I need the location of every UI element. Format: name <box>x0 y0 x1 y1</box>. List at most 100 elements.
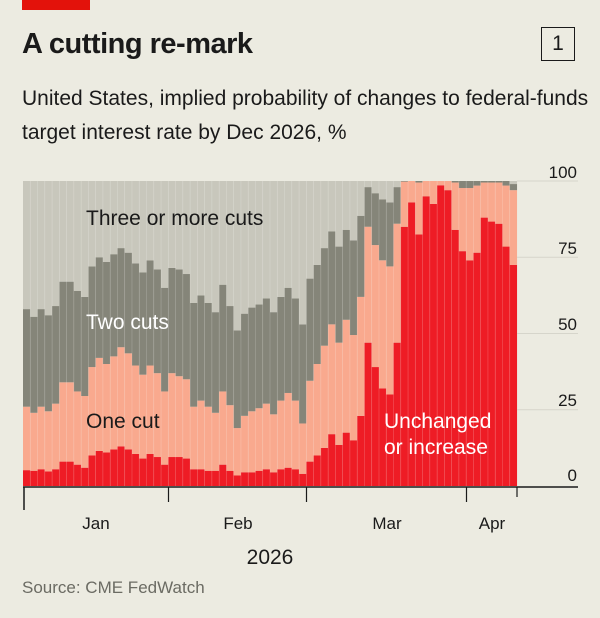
bar-segment-two-cuts <box>509 184 518 191</box>
bar-segment-unchanged-or-increase <box>277 469 285 486</box>
bar-segment-two-cuts <box>117 248 125 348</box>
bar-segment-two-cuts <box>168 267 176 374</box>
x-tick-label-feb: Feb <box>223 514 252 533</box>
bar-segment-unchanged-or-increase <box>30 470 38 486</box>
bar-segment-one-cut <box>81 396 89 468</box>
bar-segment-one-cut <box>102 364 111 453</box>
bar-segment-one-cut <box>415 182 423 235</box>
bar-segment-two-cuts <box>386 202 394 267</box>
bar-segment-one-cut <box>66 382 74 462</box>
bar-segment-one-cut <box>364 226 372 343</box>
x-tick-label-mar: Mar <box>372 514 402 533</box>
bar-segment-two-cuts <box>161 287 169 392</box>
bar-segment-three-or-more-cuts <box>255 181 263 305</box>
series-label-or-increase: or increase <box>384 436 488 459</box>
bar-segment-two-cuts <box>233 330 241 429</box>
bar-segment-one-cut <box>23 406 31 471</box>
bar-segment-three-or-more-cuts <box>131 181 140 264</box>
bar-segment-three-or-more-cuts <box>233 181 241 331</box>
bar-segment-three-or-more-cuts <box>313 181 321 265</box>
bar-segment-one-cut <box>473 185 481 253</box>
bar-segment-unchanged-or-increase <box>233 475 241 486</box>
bar-segment-one-cut <box>146 365 154 454</box>
bar-segment-one-cut <box>153 373 162 458</box>
bar-segment-three-or-more-cuts <box>328 181 336 232</box>
chart-subtitle: United States, implied probability of ch… <box>22 87 589 144</box>
bar-segment-unchanged-or-increase <box>52 469 60 486</box>
bar-segment-three-or-more-cuts <box>190 181 198 303</box>
bar-segment-unchanged-or-increase <box>102 452 111 486</box>
bar-segment-unchanged-or-increase <box>182 458 191 486</box>
y-axis-ticks: 100 75 50 25 0 <box>549 163 577 485</box>
bar-segment-unchanged-or-increase <box>161 464 169 486</box>
bar-segment-one-cut <box>320 345 329 448</box>
bar-segment-three-or-more-cuts <box>335 181 343 247</box>
bar-segment-unchanged-or-increase <box>153 457 162 486</box>
bar-segment-one-cut <box>37 406 45 470</box>
bar-segment-one-cut <box>240 415 249 473</box>
bar-segment-three-or-more-cuts <box>393 181 401 188</box>
bar-segment-one-cut <box>393 223 401 343</box>
bar-segment-three-or-more-cuts <box>277 181 285 297</box>
bar-segment-unchanged-or-increase <box>291 469 300 486</box>
bar-segment-one-cut <box>248 411 256 473</box>
bar-segment-one-cut <box>422 181 430 197</box>
bar-segment-unchanged-or-increase <box>88 455 96 486</box>
bar-segment-two-cuts <box>299 324 307 424</box>
bar-segment-unchanged-or-increase <box>313 455 321 486</box>
bar-segment-one-cut <box>502 185 510 247</box>
bar-segment-one-cut <box>255 408 263 471</box>
bar-segment-unchanged-or-increase <box>502 246 510 486</box>
bar-segment-unchanged-or-increase <box>495 223 503 486</box>
bar-segment-three-or-more-cuts <box>59 181 67 282</box>
bar-segment-one-cut <box>291 400 300 470</box>
bar-segment-unchanged-or-increase <box>95 450 103 486</box>
bar-segment-three-or-more-cuts <box>95 181 103 258</box>
bar-segment-one-cut <box>219 391 227 465</box>
bar-segment-two-cuts <box>466 181 474 189</box>
bar-segment-unchanged-or-increase <box>335 444 343 486</box>
bar-segment-unchanged-or-increase <box>393 342 401 486</box>
series-labels: Three or more cuts Two cuts One cut Unch… <box>86 207 491 459</box>
bar-segment-three-or-more-cuts <box>117 181 125 249</box>
bar-segment-three-or-more-cuts <box>219 181 227 285</box>
bar-segment-two-cuts <box>357 215 365 297</box>
bar-segment-unchanged-or-increase <box>37 469 45 486</box>
bar-segment-one-cut <box>182 379 191 459</box>
bar-segment-unchanged-or-increase <box>306 461 314 486</box>
bar-segment-two-cuts <box>153 269 162 374</box>
bar-segment-three-or-more-cuts <box>248 181 256 308</box>
bar-segment-three-or-more-cuts <box>139 181 147 273</box>
bar-segment-two-cuts <box>480 181 488 183</box>
bar-segment-three-or-more-cuts <box>226 181 234 307</box>
bar-segment-two-cuts <box>270 312 278 415</box>
bar-segment-unchanged-or-increase <box>255 470 263 486</box>
bar-segment-three-or-more-cuts <box>110 181 118 255</box>
bar-segment-two-cuts <box>371 193 380 246</box>
bar-segment-two-cuts <box>73 290 82 392</box>
bar-segment-one-cut <box>386 266 394 395</box>
brand-red-tag <box>22 0 90 10</box>
bar-segment-one-cut <box>44 411 53 472</box>
bar-segment-one-cut <box>378 260 387 389</box>
bar-segment-two-cuts <box>451 181 459 183</box>
bar-segment-three-or-more-cuts <box>306 181 314 279</box>
bar-segment-three-or-more-cuts <box>81 181 89 297</box>
bar-segment-three-or-more-cuts <box>124 181 133 253</box>
bar-segment-one-cut <box>299 423 307 474</box>
y-tick-label: 0 <box>568 466 577 485</box>
bar-segment-two-cuts <box>66 281 74 383</box>
bar-segment-unchanged-or-increase <box>378 388 387 486</box>
bar-segment-one-cut <box>95 357 103 451</box>
bar-segment-two-cuts <box>393 187 401 224</box>
bar-segment-unchanged-or-increase <box>211 470 220 486</box>
bar-segment-one-cut <box>437 181 445 186</box>
bar-segment-three-or-more-cuts <box>284 181 292 288</box>
bar-segment-two-cuts <box>349 240 358 336</box>
bar-segment-unchanged-or-increase <box>44 471 53 486</box>
bar-segment-two-cuts <box>284 287 292 393</box>
bar-segment-one-cut <box>59 382 67 462</box>
bar-segment-one-cut <box>429 181 438 204</box>
bar-segment-one-cut <box>487 182 496 222</box>
bar-segment-one-cut <box>110 356 118 450</box>
